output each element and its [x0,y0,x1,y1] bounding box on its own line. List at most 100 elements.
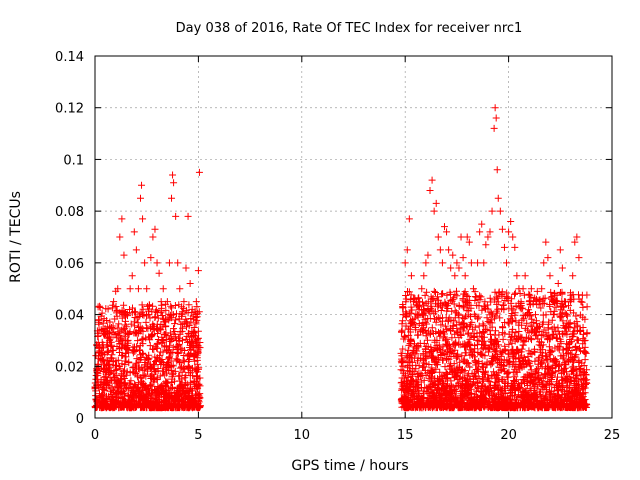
chart-title: Day 038 of 2016, Rate Of TEC Index for r… [176,21,523,36]
data-point [440,223,448,231]
data-point [195,168,203,176]
data-point [128,272,136,280]
data-point [188,305,196,313]
plot-frame [94,55,613,419]
data-point [159,285,167,293]
data-point [509,233,517,241]
data-point [176,285,184,293]
data-point [459,254,467,262]
data-point [523,311,531,319]
data-point [124,336,132,344]
data-point [94,303,102,311]
data-point [151,225,159,233]
data-point [99,367,107,375]
data-point [505,228,513,236]
data-point [178,311,186,319]
data-point [465,238,473,246]
data-point [552,298,560,306]
data-point [414,311,422,319]
data-point [467,259,475,267]
data-point [521,272,529,280]
data-point [503,259,511,267]
data-point [97,349,105,357]
data-point [138,181,146,189]
data-point [546,272,554,280]
data-point [476,228,484,236]
data-point [426,186,434,194]
data-point [519,285,527,293]
data-point [513,272,521,280]
data-point [538,285,546,293]
data-point [190,324,198,331]
data-point [134,285,142,293]
data-point [511,243,519,251]
data-point [496,207,504,215]
data-point [447,264,455,272]
data-point [405,215,413,223]
data-point [180,298,188,306]
data-point [424,251,432,259]
data-point [120,251,128,259]
data-point [500,243,508,251]
data-point [581,336,589,344]
data-point [484,233,492,241]
x-tick-labels: 0 5 10 15 20 25 [91,428,620,443]
data-point [428,176,436,184]
y-tick-label: 0.04 [55,309,84,324]
axis-ticks [94,55,613,419]
data-point [461,272,469,280]
x-axis-label: GPS time / hours [291,458,408,474]
data-point [554,280,562,288]
data-point [474,259,482,267]
data-point [165,259,173,267]
data-point [194,267,202,275]
data-point [493,166,501,174]
y-axis-label: ROTI / TECUs [8,191,24,283]
data-point [192,298,200,306]
data-point [451,272,459,280]
data-point [103,357,111,365]
data-point [492,114,500,122]
data-point [157,298,165,306]
data-point [563,311,571,319]
y-tick-labels: 0 0.02 0.04 0.06 0.08 0.1 0.12 0.14 [55,50,84,427]
data-point [480,259,488,267]
x-tick-label: 20 [500,428,517,443]
data-point [507,217,515,225]
data-point [118,215,126,223]
data-point [569,272,577,280]
data-point [575,254,583,262]
data-point [141,259,149,267]
data-point [486,228,494,236]
data-point [571,238,579,246]
y-tick-label: 0.1 [63,153,84,168]
data-point [463,233,471,241]
data-point [534,324,542,331]
data-point [567,298,575,306]
data-point [550,311,558,319]
data-point [108,324,116,331]
data-point [161,316,169,324]
data-point [147,254,155,262]
data-point [556,246,564,254]
x-tick-label: 0 [91,428,99,443]
data-point [455,264,463,272]
data-point [153,259,161,267]
data-point [469,285,477,293]
data-point [182,264,190,272]
data-point [527,285,535,293]
data-point [517,298,525,306]
dense-scatter-markers [397,287,591,412]
data-point [169,171,177,179]
data-point [491,104,499,112]
data-point [573,233,581,241]
data-point [110,298,118,306]
data-point [403,246,411,254]
data-point [544,254,552,262]
data-point [412,324,420,331]
data-point [101,373,109,381]
data-point [453,259,461,267]
data-point [565,324,573,331]
data-point [430,207,438,215]
